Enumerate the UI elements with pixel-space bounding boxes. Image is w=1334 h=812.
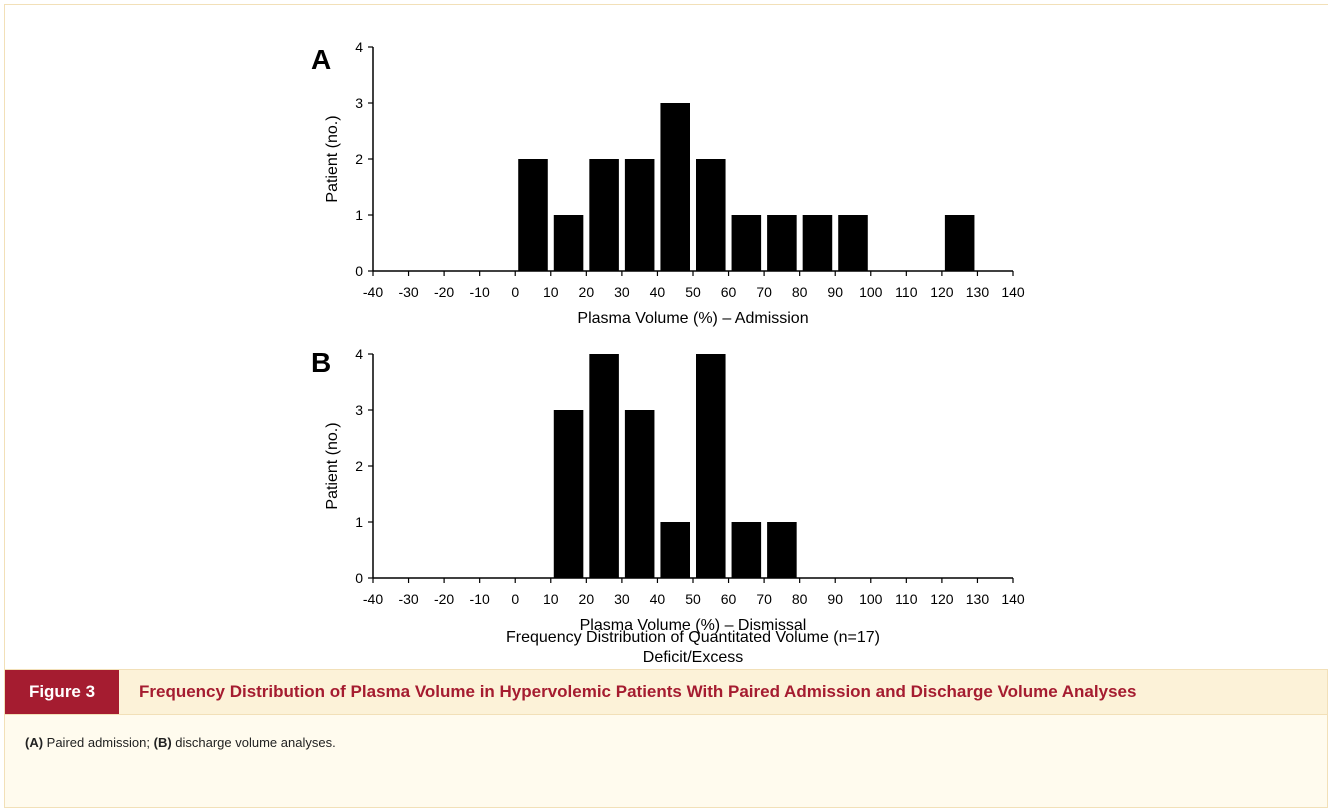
y-axis-title: Patient (no.) (324, 115, 341, 202)
legend-text-a: Paired admission; (43, 735, 154, 750)
x-tick-label: 50 (685, 591, 701, 607)
bar (553, 410, 584, 578)
x-axis-title: Plasma Volume (%) – Dismissal (580, 617, 807, 634)
x-tick-label: 130 (966, 591, 990, 607)
y-tick-label: 3 (355, 95, 363, 111)
x-tick-label: 20 (579, 284, 595, 300)
legend-area: (A) Paired admission; (B) discharge volu… (5, 715, 1327, 807)
x-tick-label: -10 (470, 591, 490, 607)
x-tick-label: 70 (756, 591, 772, 607)
x-tick-label: -20 (434, 591, 454, 607)
y-tick-label: 1 (355, 514, 363, 530)
legend-label-b: (B) (153, 735, 172, 750)
y-tick-label: 1 (355, 207, 363, 223)
bar (589, 354, 619, 578)
x-tick-label: 30 (614, 284, 630, 300)
bar (802, 215, 833, 271)
bar (767, 522, 797, 578)
x-tick-label: 80 (792, 591, 808, 607)
panel-label: B (311, 347, 331, 378)
x-tick-label: 0 (511, 591, 519, 607)
x-tick-label: 140 (1001, 284, 1025, 300)
bar (838, 215, 868, 271)
y-tick-label: 2 (355, 458, 363, 474)
y-tick-label: 4 (355, 346, 363, 362)
bar (624, 159, 655, 271)
x-tick-label: -30 (398, 284, 418, 300)
bar (553, 215, 584, 271)
bar (660, 522, 690, 578)
bar (696, 354, 726, 578)
legend-label-a: (A) (25, 735, 44, 750)
figure-title: Frequency Distribution of Plasma Volume … (139, 682, 1137, 701)
figure-tag: Figure 3 (5, 670, 119, 714)
x-tick-label: 100 (859, 284, 883, 300)
bar (944, 215, 975, 271)
x-tick-label: 120 (930, 284, 954, 300)
x-tick-label: -40 (363, 591, 383, 607)
x-tick-label: 10 (543, 591, 559, 607)
x-tick-label: 40 (650, 591, 666, 607)
y-tick-label: 0 (355, 570, 363, 586)
x-tick-label: 90 (827, 284, 843, 300)
y-axis-title: Patient (no.) (324, 422, 341, 509)
x-tick-label: 60 (721, 284, 737, 300)
x-tick-label: 140 (1001, 591, 1025, 607)
bar (731, 522, 762, 578)
x-tick-label: 0 (511, 284, 519, 300)
footer-line-2: Deficit/Excess (643, 649, 743, 666)
figure-legend: (A) Paired admission; (B) discharge volu… (25, 735, 336, 750)
x-tick-label: -30 (398, 591, 418, 607)
x-tick-label: 90 (827, 591, 843, 607)
x-tick-label: -40 (363, 284, 383, 300)
x-tick-label: 130 (966, 284, 990, 300)
figure-frame: 0 1 2 3 4 -40 -30 -20 -10 0 10 20 30 40 50 60 70 80 90 100 1… (4, 4, 1329, 808)
x-axis-title: Plasma Volume (%) – Admission (577, 310, 808, 327)
x-tick-label: 40 (650, 284, 666, 300)
x-tick-label: -10 (470, 284, 490, 300)
bar (518, 159, 548, 271)
x-tick-label: 110 (895, 591, 918, 607)
y-tick-label: 3 (355, 402, 363, 418)
chart-panel-b: 0 1 2 3 4 -40 -30 -20 -10 0 10 20 30 40 50 60 70 80 90 100 1… (311, 346, 1025, 634)
x-tick-label: 100 (859, 591, 883, 607)
y-tick-label: 4 (355, 39, 363, 55)
bar (767, 215, 797, 271)
x-tick-label: 30 (614, 591, 630, 607)
caption-bar: Figure 3 Frequency Distribution of Plasm… (5, 669, 1327, 715)
bar (696, 159, 726, 271)
x-tick-label: -20 (434, 284, 454, 300)
y-tick-label: 0 (355, 263, 363, 279)
y-tick-label: 2 (355, 151, 363, 167)
x-tick-label: 50 (685, 284, 701, 300)
legend-text-b: discharge volume analyses. (171, 735, 336, 750)
panel-label: A (311, 44, 331, 75)
footer-line-1: Frequency Distribution of Quantitated Vo… (506, 629, 880, 646)
bar (731, 215, 762, 271)
x-tick-label: 120 (930, 591, 954, 607)
x-tick-label: 10 (543, 284, 559, 300)
figure-area: 0 1 2 3 4 -40 -30 -20 -10 0 10 20 30 40 50 60 70 80 90 100 1… (5, 5, 1329, 669)
chart-panel-a: 0 1 2 3 4 -40 -30 -20 -10 0 10 20 30 40 50 60 70 80 90 100 1… (311, 39, 1025, 327)
x-tick-label: 80 (792, 284, 808, 300)
x-tick-label: 60 (721, 591, 737, 607)
x-tick-label: 20 (579, 591, 595, 607)
bar (660, 103, 690, 271)
bar (624, 410, 655, 578)
bar (589, 159, 619, 271)
x-tick-label: 110 (895, 284, 918, 300)
x-tick-label: 70 (756, 284, 772, 300)
